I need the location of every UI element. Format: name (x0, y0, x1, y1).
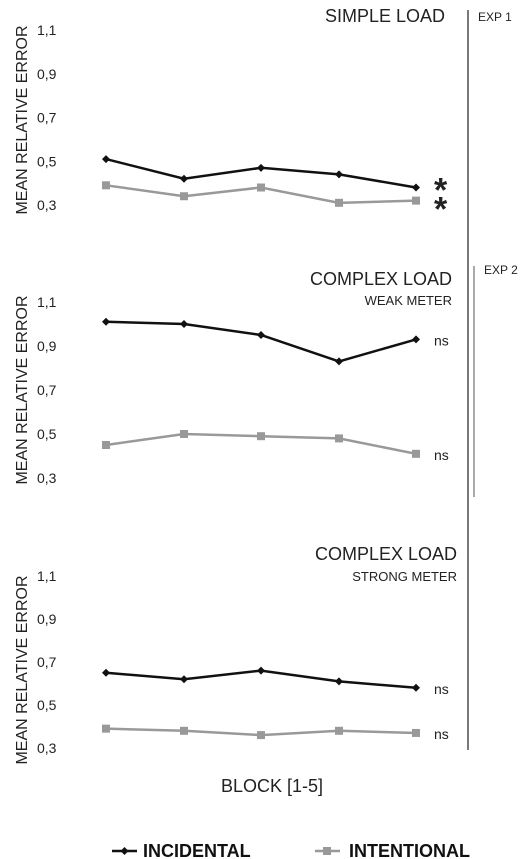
panel-title: COMPLEX LOAD (315, 544, 457, 564)
panel-subtitle: WEAK METER (365, 293, 452, 308)
intentional-data-point (412, 728, 420, 737)
y-tick-label: 0,5 (37, 153, 57, 169)
legend-intentional-label: INTENTIONAL (349, 841, 470, 859)
significance-annotation: * (434, 172, 448, 210)
chart-panel-1: SIMPLE LOAD MEAN RELATIVE ERROR 1,1 0,9 0,7 0… (14, 6, 448, 229)
incidental-data-point (412, 683, 420, 692)
legend-intentional-marker (323, 847, 331, 855)
intentional-data-point (412, 449, 420, 458)
incidental-data-point (412, 183, 420, 192)
y-tick-label: 0,7 (37, 654, 57, 670)
y-tick-label: 0,9 (37, 611, 57, 627)
y-tick-label: 0,3 (37, 740, 57, 756)
incidental-data-point (102, 668, 110, 677)
legend-incidental: INCIDENTAL (112, 841, 251, 859)
incidental-data-point (102, 155, 110, 164)
intentional-data-point (257, 183, 265, 192)
significance-annotation: ns (434, 447, 449, 463)
y-axis-label: MEAN RELATIVE ERROR (14, 295, 31, 484)
y-tick-label: 0,9 (37, 66, 57, 82)
legend-intentional: INTENTIONAL (315, 841, 470, 859)
y-tick-label: 0,5 (37, 426, 57, 442)
incidental-data-point (257, 163, 265, 172)
legend-incidental-marker (120, 847, 129, 855)
incidental-data-point (412, 335, 420, 344)
incidental-data-point (335, 677, 343, 686)
y-tick-label: 0,5 (37, 697, 57, 713)
exp2-label: EXP 2 (484, 263, 518, 277)
y-axis-label: MEAN RELATIVE ERROR (14, 25, 31, 214)
intentional-data-point (180, 192, 188, 201)
incidental-data-point (257, 331, 265, 339)
exp1-label: EXP 1 (478, 10, 512, 24)
intentional-data-point (180, 430, 188, 438)
y-tick-label: 1,1 (37, 22, 57, 38)
incidental-data-point (257, 666, 265, 675)
intentional-data-point (180, 726, 188, 735)
intentional-data-point (335, 198, 343, 207)
significance-annotation: ns (434, 726, 449, 742)
y-tick-label: 1,1 (37, 294, 57, 310)
y-tick-label: 1,1 (37, 568, 57, 584)
intentional-data-point (102, 724, 110, 733)
intentional-data-point (335, 726, 343, 735)
panel-title: COMPLEX LOAD (310, 269, 452, 289)
intentional-data-point (257, 731, 265, 740)
significance-annotation: ns (434, 681, 449, 697)
intentional-data-point (102, 181, 110, 190)
chart-panels: SIMPLE LOAD MEAN RELATIVE ERROR 1,1 0,9 0,7 0… (14, 6, 457, 765)
incidental-data-point (335, 357, 343, 366)
incidental-series-line (105, 320, 417, 363)
legend-incidental-label: INCIDENTAL (143, 841, 251, 859)
panel-title: SIMPLE LOAD (325, 6, 445, 26)
incidental-data-point (335, 170, 343, 179)
panel-subtitle: STRONG METER (352, 569, 457, 584)
significance-annotation: * (434, 191, 448, 229)
chart-panel-2: COMPLEX LOAD WEAK METER MEAN RELATIVE ERRO… (14, 269, 452, 486)
significance-annotation: ns (434, 332, 449, 348)
y-axis-label: MEAN RELATIVE ERROR (14, 575, 31, 764)
intentional-data-point (412, 196, 420, 205)
x-axis-label: BLOCK [1-5] (221, 776, 323, 796)
intentional-data-point (102, 441, 110, 449)
incidental-data-point (180, 320, 188, 328)
y-tick-label: 0,3 (37, 470, 57, 486)
incidental-series-line (105, 157, 417, 189)
legend: INCIDENTAL INTENTIONAL (112, 841, 470, 859)
y-tick-label: 0,3 (37, 197, 57, 213)
y-tick-label: 0,7 (37, 110, 57, 126)
incidental-data-point (102, 317, 110, 326)
y-tick-label: 0,9 (37, 338, 57, 354)
y-tick-label: 0,7 (37, 382, 57, 398)
incidental-data-point (180, 675, 188, 684)
intentional-data-point (335, 434, 343, 443)
chart-panel-3: COMPLEX LOAD STRONG METER MEAN RELATIVE ER… (14, 544, 457, 765)
intentional-data-point (257, 432, 265, 441)
incidental-data-point (180, 174, 188, 183)
